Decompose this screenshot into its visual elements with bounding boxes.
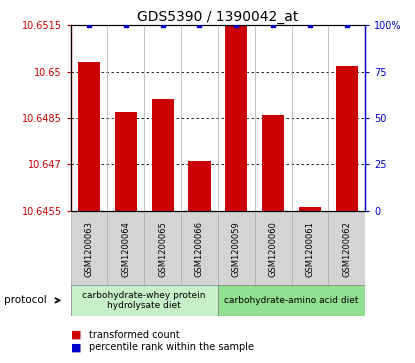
- Text: GSM1200064: GSM1200064: [121, 221, 130, 277]
- Bar: [262, 115, 284, 211]
- Bar: [151, 99, 173, 211]
- Text: ■: ■: [71, 342, 81, 352]
- Bar: [299, 207, 321, 211]
- Text: percentile rank within the sample: percentile rank within the sample: [89, 342, 254, 352]
- Text: GSM1200060: GSM1200060: [269, 221, 278, 277]
- Point: [270, 23, 276, 28]
- Text: GSM1200065: GSM1200065: [158, 221, 167, 277]
- Bar: [255, 212, 291, 285]
- Point: [122, 23, 129, 28]
- Bar: [107, 212, 144, 285]
- Bar: [181, 212, 218, 285]
- Bar: [71, 285, 218, 316]
- Bar: [115, 112, 137, 211]
- Bar: [218, 212, 255, 285]
- Text: GSM1200061: GSM1200061: [305, 221, 315, 277]
- Point: [159, 23, 166, 28]
- Bar: [144, 212, 181, 285]
- Text: GSM1200063: GSM1200063: [85, 221, 93, 277]
- Text: transformed count: transformed count: [89, 330, 180, 340]
- Title: GDS5390 / 1390042_at: GDS5390 / 1390042_at: [137, 11, 298, 24]
- Bar: [188, 161, 210, 211]
- Point: [233, 23, 239, 28]
- Text: GSM1200066: GSM1200066: [195, 221, 204, 277]
- Bar: [225, 25, 247, 211]
- Point: [344, 23, 350, 28]
- Bar: [336, 65, 358, 211]
- Text: ■: ■: [71, 330, 81, 340]
- Text: carbohydrate-whey protein
hydrolysate diet: carbohydrate-whey protein hydrolysate di…: [83, 291, 206, 310]
- Bar: [291, 212, 328, 285]
- Bar: [71, 212, 107, 285]
- Bar: [218, 285, 365, 316]
- Text: GSM1200059: GSM1200059: [232, 221, 241, 277]
- Point: [85, 23, 92, 28]
- Bar: [328, 212, 365, 285]
- Point: [196, 23, 203, 28]
- Point: [307, 23, 313, 28]
- Text: GSM1200062: GSM1200062: [342, 221, 351, 277]
- Bar: [78, 62, 100, 211]
- Text: carbohydrate-amino acid diet: carbohydrate-amino acid diet: [224, 296, 359, 305]
- Text: protocol: protocol: [4, 295, 47, 305]
